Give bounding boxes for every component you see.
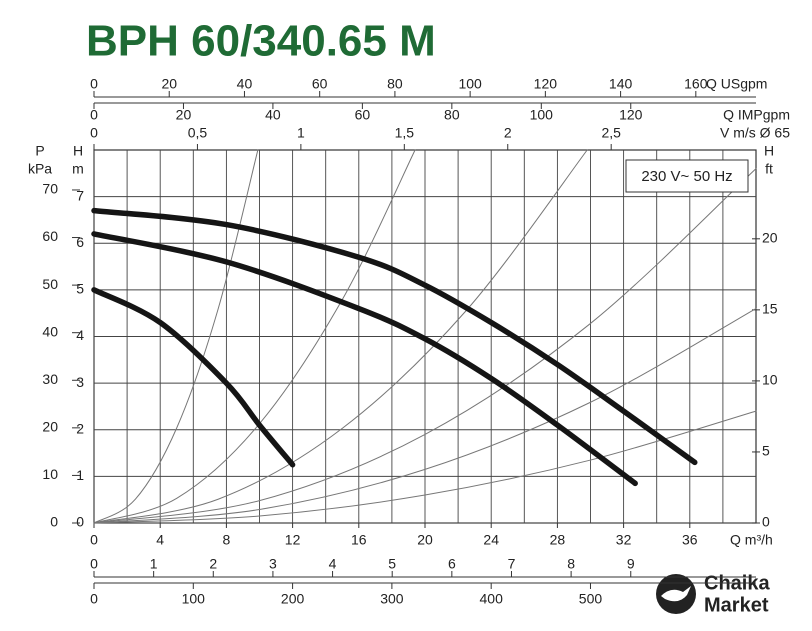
y-tick-label: 70	[42, 181, 58, 197]
y-tick-label: 15	[762, 301, 778, 317]
x-tick-label: 28	[550, 532, 566, 548]
x-tick-label: 2	[504, 125, 512, 141]
x-tick-label: 60	[355, 107, 371, 123]
x-tick-label: 2,5	[601, 125, 621, 141]
y-tick-label: 10	[762, 372, 778, 388]
y-tick-label: 20	[42, 419, 58, 435]
y-tick-label: 7	[76, 187, 84, 203]
y-tick-label: 3	[76, 374, 84, 390]
x-tick-label: 0	[90, 591, 98, 607]
x-tick-label: 0	[90, 532, 98, 548]
x-tick-label: 200	[281, 591, 305, 607]
x-tick-label: 4	[329, 556, 337, 572]
y-tick-label: 6	[76, 234, 84, 250]
pump-curve	[91, 207, 698, 466]
y-tick-label: 4	[76, 327, 84, 343]
x-tick-label: 0,5	[188, 125, 208, 141]
y-tick-label: 1	[76, 467, 84, 483]
x-tick-label: 8	[567, 556, 575, 572]
x-tick-label: 7	[508, 556, 516, 572]
x-tick-label: 300	[380, 591, 404, 607]
y-tick-label: 30	[42, 371, 58, 387]
x-axis-label: Q m³/h	[730, 532, 773, 548]
y-tick-label: 5	[76, 281, 84, 297]
x-tick-label: 140	[609, 76, 633, 92]
y-axis-label: H	[764, 143, 774, 159]
y-axis-label: H	[73, 143, 83, 159]
x-tick-label: 20	[417, 532, 433, 548]
y-tick-label: 0	[76, 514, 84, 530]
axis-label: V m/s Ø 65	[720, 125, 790, 141]
system-curve	[93, 308, 757, 524]
x-tick-label: 20	[161, 76, 177, 92]
chart-title: BPH 60/340.65 M	[86, 17, 436, 66]
system-curve	[93, 149, 259, 524]
y-axis-unit: kPa	[28, 161, 52, 177]
x-tick-label: 4	[156, 532, 164, 548]
y-axis-unit: ft	[765, 161, 773, 177]
x-tick-label: 8	[223, 532, 231, 548]
pump-curve	[91, 231, 638, 487]
x-tick-label: 0	[90, 76, 98, 92]
y-tick-label: 20	[762, 230, 778, 246]
x-tick-label: 1	[150, 556, 158, 572]
x-tick-label: 120	[534, 76, 558, 92]
x-tick-label: 80	[387, 76, 403, 92]
x-tick-label: 12	[285, 532, 301, 548]
x-tick-label: 40	[265, 107, 281, 123]
y-tick-label: 0	[762, 514, 770, 530]
x-tick-label: 60	[312, 76, 328, 92]
annotation: 230 V~ 50 Hz	[641, 168, 732, 185]
axis-label: Q IMPgpm	[723, 107, 790, 123]
x-tick-label: 32	[616, 532, 632, 548]
logo-text: Market	[704, 594, 769, 616]
x-tick-label: 80	[444, 107, 460, 123]
system-curve	[93, 149, 588, 524]
x-tick-label: 400	[480, 591, 504, 607]
x-tick-label: 0	[90, 556, 98, 572]
x-tick-label: 0	[90, 125, 98, 141]
y-tick-label: 2	[76, 420, 84, 436]
y-tick-label: 10	[42, 466, 58, 482]
system-curve	[93, 410, 757, 524]
x-tick-label: 9	[627, 556, 635, 572]
y-axis-unit: m	[72, 161, 84, 177]
logo-bird	[661, 586, 691, 602]
x-tick-label: 100	[530, 107, 554, 123]
x-tick-label: 5	[388, 556, 396, 572]
y-tick-label: 50	[42, 276, 58, 292]
system-curve	[93, 149, 416, 524]
x-tick-label: 500	[579, 591, 603, 607]
x-tick-label: 1	[297, 125, 305, 141]
x-tick-label: 1,5	[395, 125, 415, 141]
y-tick-label: 40	[42, 323, 58, 339]
pump-curve	[91, 287, 296, 468]
y-axis-label: P	[35, 143, 44, 159]
x-tick-label: 6	[448, 556, 456, 572]
system-curve	[93, 168, 757, 524]
axis-label: Q USgpm	[706, 76, 767, 92]
x-tick-label: 20	[176, 107, 192, 123]
y-tick-label: 60	[42, 228, 58, 244]
x-tick-label: 3	[269, 556, 277, 572]
y-tick-label: 5	[762, 443, 770, 459]
x-tick-label: 24	[483, 532, 499, 548]
x-tick-label: 0	[90, 107, 98, 123]
x-tick-label: 2	[209, 556, 217, 572]
x-tick-label: 100	[458, 76, 482, 92]
x-tick-label: 160	[684, 76, 708, 92]
x-tick-label: 100	[182, 591, 206, 607]
x-tick-label: 120	[619, 107, 643, 123]
x-tick-label: 40	[237, 76, 253, 92]
y-tick-label: 0	[50, 514, 58, 530]
x-tick-label: 36	[682, 532, 698, 548]
x-tick-label: 16	[351, 532, 367, 548]
annotation-box	[625, 159, 749, 193]
